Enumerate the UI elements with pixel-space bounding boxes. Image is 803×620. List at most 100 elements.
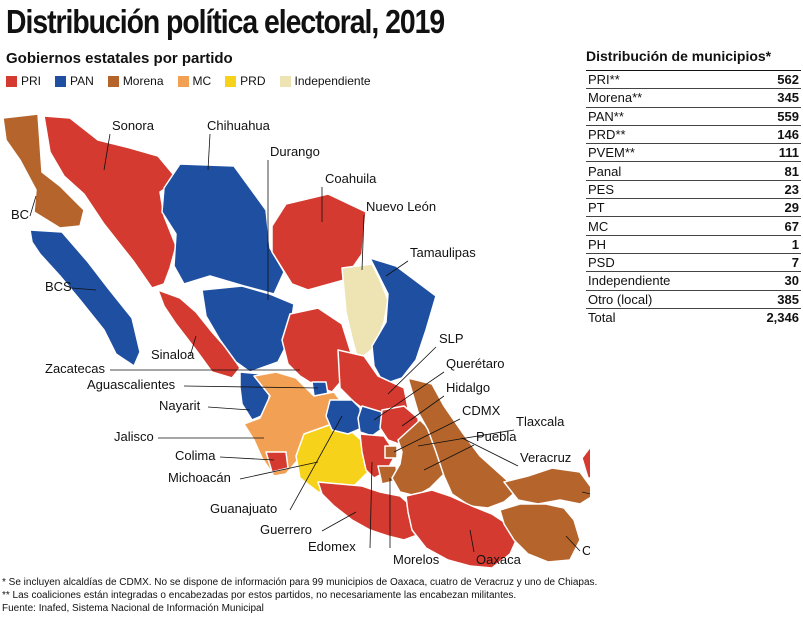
party-cell: PAN** (586, 107, 738, 126)
legend-item-pan: PAN (55, 74, 94, 88)
count-cell: 1 (737, 235, 801, 254)
party-cell: Morena** (586, 88, 738, 108)
state-tamaulipas (369, 257, 437, 385)
legend-swatch (107, 75, 119, 87)
legend-item-morena: Morena (107, 74, 164, 88)
state-label-coahuila: Coahuila (325, 171, 377, 186)
state-chiapas (499, 503, 581, 563)
state-guerrero (317, 481, 421, 541)
footnote: * Se incluyen alcaldías de CDMX. No se d… (2, 577, 598, 588)
state-label-guerrero: Guerrero (260, 522, 312, 537)
table-row: MC 67 (586, 216, 801, 236)
leader-line (321, 511, 357, 532)
leader-line (417, 429, 515, 447)
municipios-table: PRI** 562 Morena** 345 PAN** 559 PRD** 146 PVEM*… (586, 69, 801, 326)
table-row: PAN** 559 (586, 107, 801, 126)
state-label-tamaulipas: Tamaulipas (410, 245, 476, 260)
state-label-puebla: Puebla (476, 429, 517, 444)
state-label-tlaxcala: Tlaxcala (516, 414, 565, 429)
leader-line (103, 133, 111, 171)
party-cell: PES (586, 180, 738, 200)
table-row: Panal 81 (586, 161, 801, 181)
leader-line (239, 461, 319, 480)
table-row: Total 2,346 (586, 308, 801, 326)
leader-line (461, 437, 519, 467)
leader-line (219, 456, 275, 461)
leader-line (393, 418, 461, 453)
count-cell: 146 (737, 125, 801, 145)
leader-line (183, 385, 319, 389)
table-row: PVEM** 111 (586, 143, 801, 163)
legend-swatch (6, 75, 17, 87)
count-cell: 385 (737, 290, 801, 309)
leader-line (189, 335, 197, 357)
state-bcs (29, 229, 141, 367)
leader-line (207, 406, 251, 411)
table-row: PES 23 (586, 180, 801, 200)
state-label-chiapas: Chiapas (582, 543, 590, 558)
state-label-bc: BC (11, 207, 29, 222)
table-row: Otro (local) 385 (586, 290, 801, 309)
state-label-nuevo-leon: Nuevo León (366, 199, 436, 214)
leader-line (361, 214, 365, 271)
leader-line (385, 260, 409, 277)
state-chihuahua (161, 163, 285, 295)
state-label-jalisco: Jalisco (114, 429, 154, 444)
party-cell: MC (586, 216, 738, 236)
state-label-bcs: BCS (45, 279, 72, 294)
state-guanajuato (325, 399, 363, 435)
party-legend: PRI PAN Morena MC PRD Independiente (6, 74, 385, 88)
leader-line (565, 535, 581, 552)
leader-line (207, 133, 211, 171)
chart-title: Distribución política electoral, 2019 (6, 3, 445, 40)
state-label-chihuahua: Chihuahua (207, 118, 271, 133)
legend-item-prd: PRD (225, 74, 266, 88)
state-oaxaca (405, 489, 519, 569)
legend-swatch (225, 75, 237, 87)
leader-line (387, 346, 437, 395)
state-label-colima: Colima (175, 448, 216, 463)
legend-label: PAN (70, 74, 94, 88)
state-veracruz (407, 377, 519, 509)
source-note: Fuente: Inafed, Sistema Nacional de Info… (2, 603, 264, 614)
leader-line (423, 444, 475, 471)
count-cell: 30 (737, 271, 801, 291)
party-cell: PRI** (586, 69, 738, 90)
municipios-title: Distribución de municipios* (586, 48, 772, 64)
count-cell: 67 (737, 216, 801, 236)
state-label-nayarit: Nayarit (159, 398, 201, 413)
party-cell: Independiente (586, 271, 738, 291)
mexico-state-map: Sonora Chihuahua Durango Coahuila Nuevo León… (2, 113, 590, 569)
legend-item-mc: MC (177, 74, 211, 88)
party-cell: Otro (local) (586, 290, 738, 309)
party-cell: PT (586, 198, 738, 218)
state-label-slp: SLP (439, 331, 464, 346)
legend-item-pri: PRI (6, 74, 41, 88)
leader-line (581, 491, 590, 495)
party-cell: Total (588, 310, 616, 325)
legend-swatch (177, 75, 189, 87)
legend-label: Morena (122, 74, 164, 88)
legend-title: Gobiernos estatales por partido (6, 50, 233, 67)
state-label-sonora: Sonora (112, 118, 155, 133)
state-colima (265, 451, 289, 473)
state-label-michoacan: Michoacán (168, 470, 231, 485)
state-label-guanajuato: Guanajuato (210, 501, 277, 516)
party-cell: PRD** (586, 125, 738, 145)
state-sinaloa (157, 289, 241, 379)
leader-line (71, 287, 97, 291)
state-label-veracruz: Veracruz (520, 450, 571, 465)
state-label-hidalgo: Hidalgo (446, 380, 490, 395)
state-coahuila (271, 193, 367, 291)
leader-line (401, 395, 445, 427)
legend-label: PRD (240, 74, 266, 88)
party-cell: PVEM** (586, 143, 738, 163)
leader-line (469, 529, 475, 553)
leader-line (29, 195, 37, 217)
state-label-durango: Durango (270, 144, 320, 159)
state-tabasco (503, 467, 590, 505)
leader-line (369, 461, 373, 549)
footnotes: * Se incluyen alcaldías de CDMX. No se d… (2, 576, 597, 615)
state-label-queretaro: Querétaro (446, 356, 505, 371)
table-row: PH 1 (586, 235, 801, 254)
